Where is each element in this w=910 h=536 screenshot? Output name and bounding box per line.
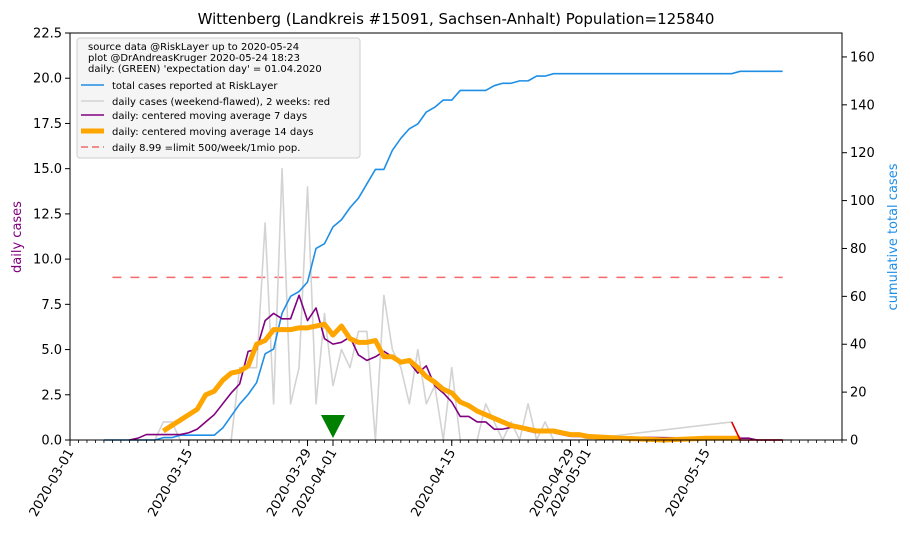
series-line-daily-cases-last-2-weeks — [730, 421, 783, 441]
y-tick-label-right: 120 — [850, 146, 875, 161]
legend-header-line-2: plot @DrAndreasKruger 2020-05-24 18:23 — [88, 53, 300, 64]
x-tick-label: 2020-04-15 — [408, 447, 459, 520]
y-tick-label-left: 17.5 — [33, 117, 62, 132]
legend-entry-daily-label: daily cases (weekend-flawed), 2 weeks: r… — [112, 97, 330, 108]
y-tick-label-right: 0 — [850, 434, 858, 449]
chart-title: Wittenberg (Landkreis #15091, Sachsen-An… — [198, 10, 715, 28]
y-axis-label-right: cumulative total cases — [886, 163, 901, 310]
y-tick-label-right: 40 — [850, 338, 867, 353]
legend-entry-total-label: total cases reported at RiskLayer — [112, 81, 278, 92]
y-axis-label-left: daily cases — [10, 201, 25, 273]
legend-entry-ma7-label: daily: centered moving average 7 days — [112, 111, 307, 122]
y-tick-label-right: 160 — [850, 50, 875, 65]
y-tick-label-left: 7.5 — [41, 298, 62, 313]
y-tick-label-right: 60 — [850, 290, 867, 305]
y-tick-label-left: 5.0 — [41, 343, 62, 358]
y-tick-label-right: 20 — [850, 386, 867, 401]
y-tick-label-left: 2.5 — [41, 388, 62, 403]
x-tick-label: 2020-03-01 — [27, 447, 78, 520]
y-tick-label-left: 15.0 — [33, 162, 62, 177]
x-tick-label: 2020-03-15 — [145, 447, 196, 520]
y-tick-label-right: 140 — [850, 98, 875, 113]
y-tick-label-left: 12.5 — [33, 207, 62, 222]
legend-box — [76, 37, 361, 159]
series-line-ma7 — [129, 294, 783, 441]
y-tick-label-right: 100 — [850, 194, 875, 209]
legend-entry-ma14-label: daily: centered moving average 14 days — [112, 127, 313, 138]
y-tick-label-left: 0.0 — [41, 434, 62, 449]
x-tick-label: 2020-05-15 — [663, 447, 714, 520]
y-tick-label-left: 22.5 — [33, 27, 62, 42]
legend: source data @RiskLayer up to 2020-05-24 … — [76, 37, 361, 159]
legend-header-line-3: daily: (GREEN) 'expectation day' = 01.04… — [88, 64, 322, 75]
expectation-day-marker — [320, 415, 345, 438]
y-tick-label-left: 10.0 — [33, 253, 62, 268]
legend-entry-limit-label: daily 8.99 =limit 500/week/1mio pop. — [112, 143, 300, 154]
legend-header-line-1: source data @RiskLayer up to 2020-05-24 — [88, 42, 299, 53]
y-tick-label-right: 80 — [850, 242, 867, 257]
series-line-ma14 — [161, 321, 741, 443]
series-line-total-cases — [103, 70, 783, 441]
plot-frame — [69, 32, 843, 441]
y-tick-label-left: 20.0 — [33, 72, 62, 87]
